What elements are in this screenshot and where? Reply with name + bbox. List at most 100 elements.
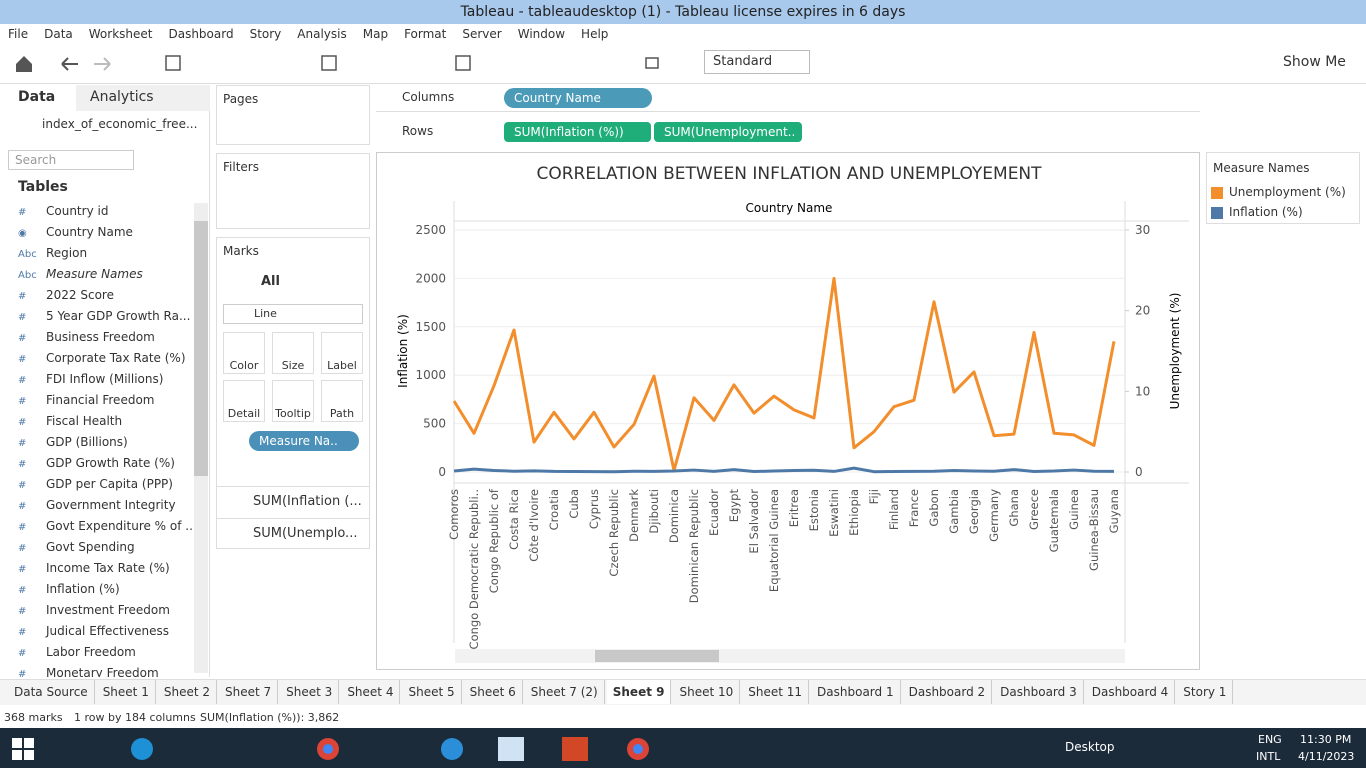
legend-label[interactable]: Unemployment (%)	[1229, 185, 1346, 199]
datasource[interactable]: index_of_economic_free...	[42, 117, 198, 131]
field-row[interactable]: # FDI Inflow (Millions)	[18, 369, 163, 390]
sheet-tab[interactable]: Dashboard 2	[903, 680, 993, 704]
x-tick-label: Ghana	[1007, 489, 1021, 527]
menu-item[interactable]: Server	[462, 27, 502, 41]
sheet-tab[interactable]: Dashboard 3	[994, 680, 1084, 704]
field-row[interactable]: # Labor Freedom	[18, 642, 136, 663]
field-row[interactable]: #5 Year GDP Growth Ra...	[18, 306, 190, 327]
clock-time[interactable]: 11:30 PM	[1300, 733, 1352, 746]
clock-date[interactable]: 4/11/2023	[1298, 750, 1355, 763]
field-row[interactable]: #2022 Score	[18, 285, 114, 306]
menu-item[interactable]: Dashboard	[168, 27, 234, 41]
menu-item[interactable]: Story	[249, 27, 282, 41]
legend-swatch	[1211, 187, 1223, 199]
sheet-tab[interactable]: Sheet 11	[742, 680, 810, 704]
measure-card[interactable]: SUM(Inflation (...	[217, 486, 369, 516]
mark-button[interactable]: Size	[272, 332, 314, 374]
measure-card[interactable]: SUM(Unemplo...	[217, 518, 369, 548]
sheet-tab[interactable]: Sheet 7	[219, 680, 279, 704]
field-row[interactable]: ◉ Country Name	[18, 222, 133, 243]
menu-item[interactable]: Worksheet	[88, 27, 153, 41]
field-icon: #	[18, 312, 27, 323]
field-row[interactable]: # Judical Effectiveness	[18, 621, 169, 642]
sheet-tab[interactable]: Sheet 3	[280, 680, 340, 704]
sheet-tab[interactable]: Sheet 9	[606, 680, 672, 704]
sheet-tab[interactable]: Dashboard 1	[811, 680, 901, 704]
field-row[interactable]: # Corporate Tax Rate (%)	[18, 348, 186, 369]
sheet-tab[interactable]: Sheet 10	[673, 680, 741, 704]
field-row[interactable]: # Govt Spending	[18, 537, 135, 558]
sheet-tab[interactable]: Sheet 2	[158, 680, 217, 704]
sheet-tab[interactable]: Data Source	[8, 680, 95, 704]
sheet-tab[interactable]: Sheet 5	[402, 680, 462, 704]
h-scrollbar[interactable]	[455, 649, 1125, 663]
analytics-tab[interactable]: Analytics	[76, 85, 210, 111]
menu-item[interactable]: Format	[404, 27, 447, 41]
legend-label[interactable]: Inflation (%)	[1229, 205, 1303, 219]
x-tick-label: Croatia	[547, 489, 561, 530]
series-line	[453, 466, 1115, 474]
field-icon: #	[18, 438, 27, 449]
scroll-thumb[interactable]	[595, 650, 719, 662]
mark-button[interactable]: Color	[223, 332, 265, 374]
data-tab[interactable]: Data	[18, 89, 56, 105]
sheet-tab[interactable]: Sheet 7 (2)	[525, 680, 605, 704]
mark-button[interactable]: Label	[321, 332, 363, 374]
menu-item[interactable]: Map	[362, 27, 389, 41]
sheet-tab[interactable]: Sheet 4	[341, 680, 401, 704]
mark-button[interactable]: Path	[321, 380, 363, 422]
sheet-tab[interactable]: Sheet 6	[464, 680, 523, 704]
mark-button-label: Label	[327, 359, 357, 372]
y-tick-label: 1000	[415, 368, 446, 382]
field-row[interactable]: # GDP Growth Rate (%)	[18, 453, 175, 474]
menu-item[interactable]: Help	[581, 27, 609, 41]
menu-item[interactable]: Window	[517, 27, 566, 41]
fit-dropdown[interactable]: Standard	[704, 50, 810, 74]
legend-title: Measure Names	[1213, 161, 1310, 175]
mark-button[interactable]: Detail	[223, 380, 265, 422]
field-icon: ◉	[18, 228, 27, 239]
field-icon: #	[18, 480, 27, 491]
field-row[interactable]: # Country id	[18, 201, 108, 222]
sheet-tab[interactable]: Sheet 1	[97, 680, 156, 704]
field-row[interactable]: # Business Freedom	[18, 327, 155, 348]
field-row[interactable]: # Financial Freedom	[18, 390, 154, 411]
field-name: Business Freedom	[46, 330, 155, 344]
sheet-tab[interactable]: Story 1	[1177, 680, 1234, 704]
field-row[interactable]: # Monetary Freedom	[18, 663, 159, 677]
row-pill[interactable]: SUM(Inflation (%))	[504, 122, 651, 142]
menu-item[interactable]: File	[8, 27, 29, 41]
menu-item[interactable]: Data	[44, 27, 73, 41]
color-pill[interactable]: Measure Na..	[249, 431, 359, 451]
layout[interactable]: INTL	[1256, 750, 1281, 763]
desktop-label[interactable]: Desktop	[1065, 740, 1115, 754]
y-tick-label: 500	[423, 417, 446, 431]
show-me[interactable]: Show Me	[1283, 54, 1346, 70]
mark-type[interactable]: Line	[223, 304, 363, 324]
field-row[interactable]: # GDP per Capita (PPP)	[18, 474, 173, 495]
field-row[interactable]: # Inflation (%)	[18, 579, 120, 600]
marks-all[interactable]: All	[261, 274, 280, 289]
menu-item[interactable]: Analysis	[297, 27, 347, 41]
field-icon: #	[18, 501, 27, 512]
field-list: # Country id ◉ Country Name Abc Region Abc Meas…	[0, 201, 192, 677]
column-pill[interactable]: Country Name	[504, 88, 652, 108]
field-row[interactable]: # Govt Expenditure % of ...	[18, 516, 192, 537]
field-row[interactable]: # Government Integrity	[18, 495, 176, 516]
field-name: Income Tax Rate (%)	[46, 561, 170, 575]
field-row[interactable]: # Fiscal Health	[18, 411, 122, 432]
lang[interactable]: ENG	[1258, 733, 1282, 746]
field-icon: #	[18, 627, 27, 638]
row-pill[interactable]: SUM(Unemployment..	[654, 122, 802, 142]
search-box[interactable]: Search	[8, 150, 134, 170]
field-row[interactable]: # GDP (Billions)	[18, 432, 128, 453]
field-row[interactable]: # Income Tax Rate (%)	[18, 558, 170, 579]
field-row[interactable]: # Investment Freedom	[18, 600, 170, 621]
scrollbar[interactable]	[194, 203, 208, 673]
field-row[interactable]: Abc Region	[18, 243, 87, 264]
mark-button[interactable]: Tooltip	[272, 380, 314, 422]
x-tick-label: Dominica	[667, 489, 681, 543]
field-row[interactable]: Abc Measure Names	[18, 264, 143, 285]
x-tick-label: Egypt	[727, 489, 741, 523]
sheet-tab[interactable]: Dashboard 4	[1086, 680, 1176, 704]
